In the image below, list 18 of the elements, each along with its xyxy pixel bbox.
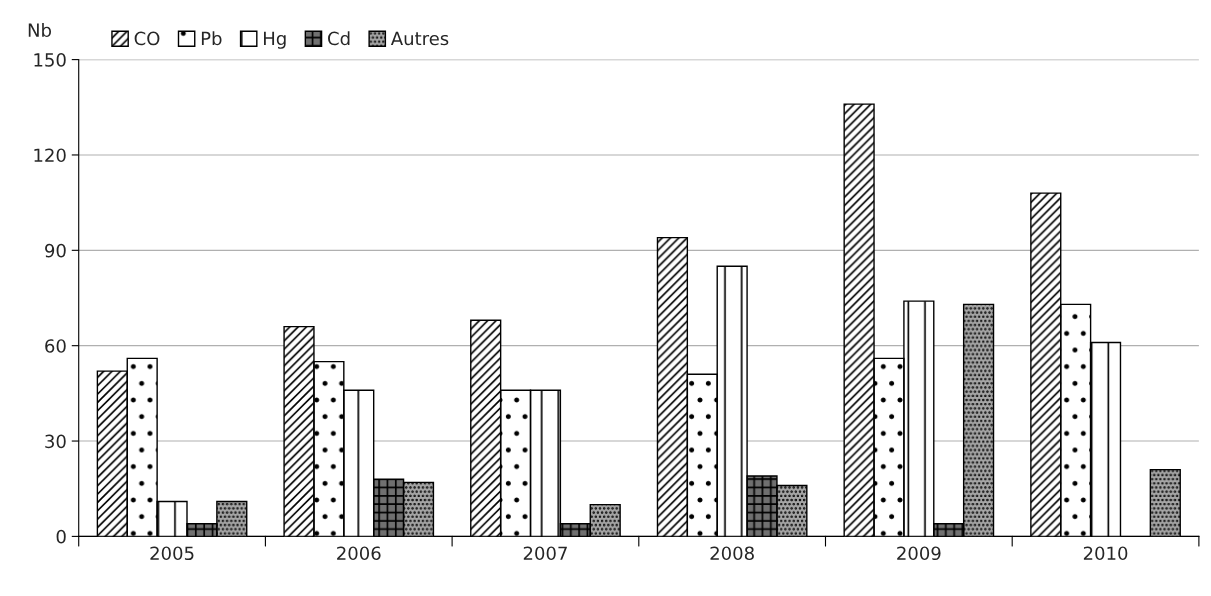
y-tick-label: 90 [45,243,66,258]
legend-label: Autres [390,31,449,46]
y-tick-label: 30 [45,434,66,449]
x-tick-label: 2009 [897,546,941,561]
y-tick-label: 0 [56,529,66,544]
x-tick-label: 2008 [710,546,754,561]
x-tick-label: 2010 [1083,546,1128,561]
legend-label: Cd [328,31,350,46]
y-tick-label: 120 [34,148,66,163]
legend-label: Pb [201,31,222,46]
x-tick-label: 2007 [523,546,567,561]
y-axis-title: Nb [28,23,52,38]
x-tick-label: 2006 [337,546,381,561]
legend-label: CO [134,31,160,46]
legend-label: Hg [264,31,286,49]
y-tick-label: 60 [45,339,66,353]
y-tick-label: 150 [34,53,66,67]
x-tick-label: 2005 [150,546,194,561]
